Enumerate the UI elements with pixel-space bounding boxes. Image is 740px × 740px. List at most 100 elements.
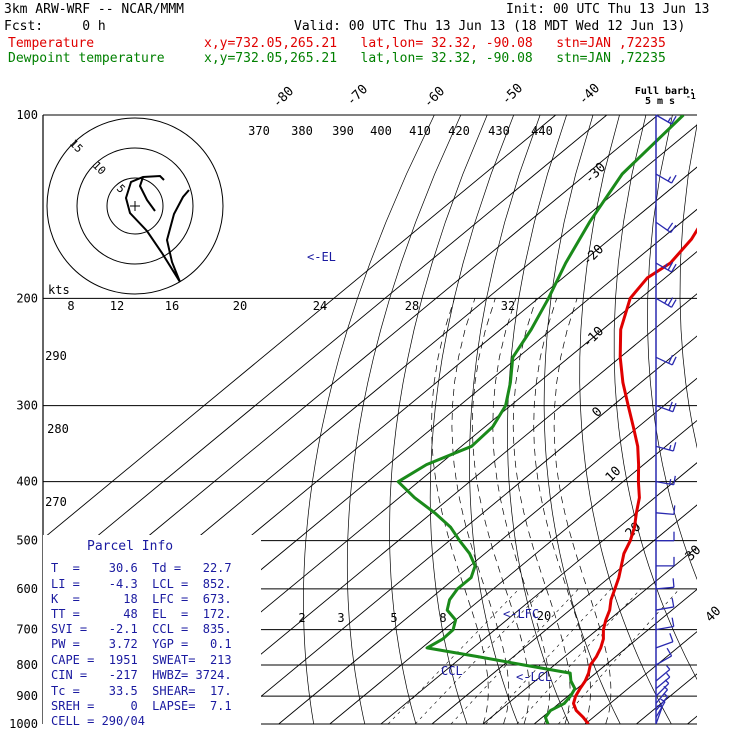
wind-barb-shaft — [655, 655, 672, 666]
theta-tick-label: 420 — [448, 124, 470, 138]
mixing-ratio-tick-label: 20 — [537, 609, 551, 623]
wind-barb — [655, 665, 671, 682]
isotherm-line — [176, 293, 697, 724]
wind-barb-shaft — [655, 625, 674, 631]
wind-barb-feather — [666, 672, 671, 678]
pressure-tick-label: 900 — [16, 689, 38, 703]
wind-barb — [655, 354, 677, 366]
wind-barb-shaft — [655, 701, 666, 718]
isotherm-line — [227, 335, 697, 724]
isotherm-tick-label: -70 — [344, 82, 371, 109]
wind-barb-feather — [672, 442, 677, 452]
wind-barb-shaft — [655, 641, 674, 649]
wind-barb-shaft — [655, 356, 673, 366]
theta-tick-label: 280 — [47, 422, 69, 436]
theta-tick-label: 400 — [370, 124, 392, 138]
mixing-ratio-line — [414, 588, 545, 724]
wind-barb-shaft — [655, 262, 672, 273]
isotherm-tick-label: 30 — [683, 543, 705, 565]
parcel-info-row: CAPE = 1951 SWEAT= 213 — [51, 653, 232, 667]
mixing-ratio-line — [387, 588, 520, 724]
mixing-ratio-tick-label: 5 — [390, 611, 397, 625]
wind-barb-feather — [668, 354, 674, 364]
wind-barb-shaft — [655, 676, 671, 690]
wind-barb-shaft — [655, 682, 670, 697]
barb-legend-title: Full barb: — [635, 86, 695, 97]
parcel-info-row: SVI = -2.1 CCL = 835. — [51, 622, 232, 636]
wind-barb-feather — [671, 597, 675, 608]
wind-barb-shaft — [655, 481, 674, 486]
isotherm-line — [43, 115, 556, 540]
barb-legend-value: 5 m s — [645, 96, 675, 107]
dry-adiabat-line — [303, 115, 435, 724]
dry-adiabat-line — [613, 115, 697, 681]
pressure-tick-label: 1000 — [9, 717, 38, 731]
dry-adiabat-line — [543, 115, 621, 724]
wind-barb-feather — [672, 578, 675, 588]
mixing-ratio-tick-label: 24 — [313, 299, 327, 313]
wind-barb — [655, 221, 677, 234]
sounding-level-annotation: <-LFC — [503, 607, 539, 621]
wind-barb — [655, 597, 675, 611]
parcel-info-row: PW = 3.72 YGP = 0.1 — [51, 637, 232, 651]
theta-tick-label: 440 — [531, 124, 553, 138]
wind-barb — [656, 556, 675, 567]
mixing-ratio-tick-label: 3 — [337, 611, 344, 625]
init-time: Init: 00 UTC Thu 13 Jun 13 — [506, 2, 710, 17]
isotherm-line — [431, 504, 697, 724]
hodograph-ring — [106, 177, 164, 235]
wind-barb-shaft — [655, 445, 674, 452]
wind-barb-shaft — [655, 668, 671, 682]
moist-adiabat-line — [512, 298, 571, 724]
isotherm-tick-label: -60 — [421, 84, 448, 111]
isotherm-tick-label: 0 — [589, 404, 605, 420]
wind-barb-shaft — [655, 606, 674, 611]
isotherm-line — [278, 377, 697, 724]
wind-barb-feather — [664, 298, 668, 304]
wind-barb — [655, 578, 675, 590]
wind-barb-shaft — [655, 404, 674, 413]
pressure-tick-label: 100 — [16, 108, 38, 122]
wind-barb-shaft — [655, 696, 669, 711]
parcel-info-title: Parcel Info — [87, 539, 174, 554]
dewpoint-location-info: x,y=732.05,265.21 lat,lon= 32.32, -90.08… — [204, 51, 666, 66]
wind-barb-feather — [666, 222, 674, 231]
theta-tick-label: 410 — [409, 124, 431, 138]
wind-barb — [656, 531, 675, 542]
wind-barb-shaft — [655, 586, 674, 590]
dry-adiabat-line — [429, 115, 515, 724]
parcel-info-row: K = 18 LFC = 673. — [51, 592, 232, 606]
temperature-location-info: x,y=732.05,265.21 lat,lon= 32.32, -90.08… — [204, 36, 666, 51]
isotherm-line — [482, 546, 697, 724]
wind-barb — [655, 633, 674, 649]
isotherm-line — [585, 631, 697, 724]
mixing-ratio-tick-label: 20 — [233, 299, 247, 313]
model-title: 3km ARW-WRF -- NCAR/MMM — [4, 2, 185, 17]
isotherm-tick-label: -40 — [576, 81, 603, 108]
wind-barb-feather — [670, 224, 677, 233]
wind-barb-shaft — [655, 173, 672, 184]
wind-barb-feather — [673, 505, 676, 515]
wind-barb — [655, 475, 676, 486]
isotherm-tick-label: 40 — [703, 604, 725, 626]
isotherm-tick-label: -10 — [580, 324, 607, 351]
theta-tick-label: 370 — [248, 124, 270, 138]
wind-barb — [655, 114, 677, 125]
moist-adiabat-line — [431, 298, 489, 724]
parcel-info-row: CIN = -217 HWBZ= 3724. — [51, 668, 232, 682]
dry-adiabat-line — [346, 115, 462, 724]
parcel-info-panel: Parcel Info T = 30.6 Td = 22.7 LI = -4.3… — [43, 535, 261, 728]
pressure-tick-label: 500 — [16, 534, 38, 548]
isotherm-tick-label: -50 — [499, 81, 526, 108]
isotherm-tick-label: -20 — [580, 242, 607, 269]
wind-barb — [655, 617, 675, 631]
sounding-level-annotation: CCL — [441, 664, 463, 678]
wind-barb — [655, 401, 677, 413]
isotherm-line — [329, 419, 697, 724]
mixing-ratio-tick-label: 8 — [67, 299, 74, 313]
temperature-legend-label: Temperature — [8, 36, 95, 51]
wind-barb-feather — [669, 633, 674, 642]
mixing-ratio-tick-label: 32 — [501, 299, 515, 313]
hodograph-ring — [46, 117, 224, 295]
